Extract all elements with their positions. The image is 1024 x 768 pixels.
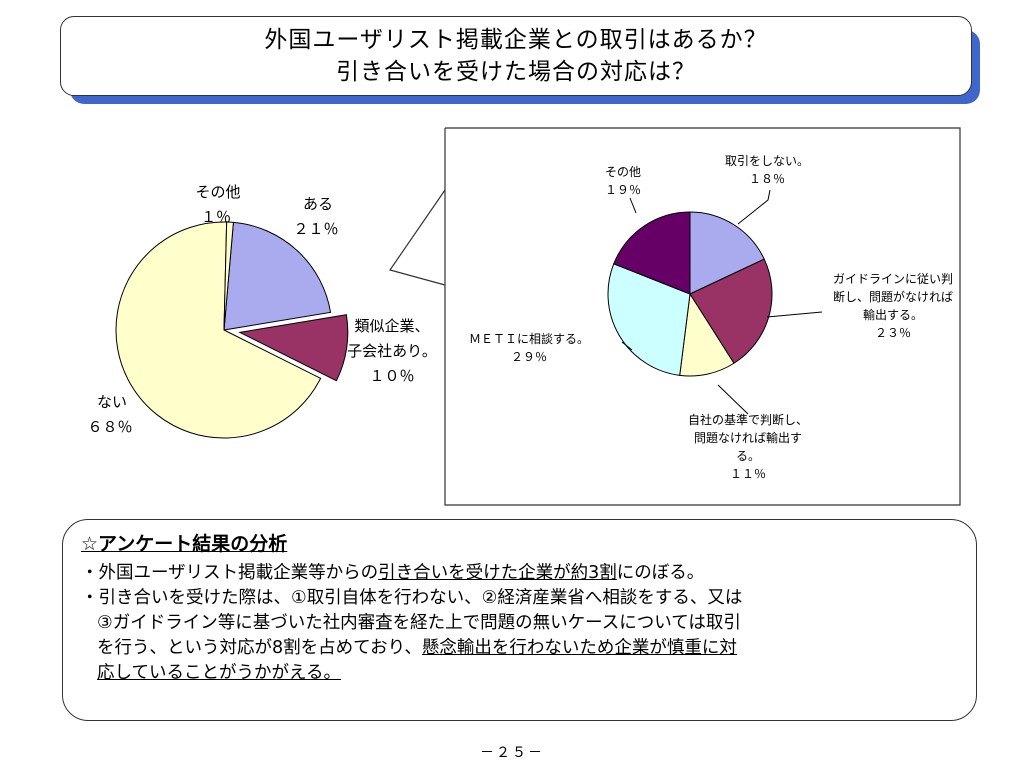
main-pie-label-yes: ある: [303, 195, 333, 213]
main-pie-label-other: その他: [195, 183, 240, 201]
slide-title-box: 外国ユーザリスト掲載企業との取引はあるか？ 引き合いを受けた場合の対応は？: [60, 16, 972, 96]
leader-line-refuse: [737, 189, 771, 225]
detail-pie-pct-other: １９％: [605, 183, 641, 197]
slide-title-line-2: 引き合いを受けた場合の対応は？: [336, 59, 696, 85]
analysis-bullet-2-line-2: ③ガイドライン等に基づいた社内審査を経た上で問題の無いケースについては取引: [97, 613, 741, 633]
analysis-box: ☆アンケート結果の分析 ・外国ユーザリスト掲載企業等からの引き合いを受けた企業が…: [62, 519, 977, 721]
analysis-bullet-1: ・外国ユーザリスト掲載企業等からの引き合いを受けた企業が約3割にのぼる。: [81, 561, 960, 586]
leader-line-guideline: [766, 311, 823, 318]
analysis-bullet-2-line-3-text: を行う、という対応が8割を占めており、: [97, 638, 422, 658]
detail-pie-label-other: その他: [605, 165, 641, 179]
main-pie-pct-no: ６８％: [87, 418, 132, 436]
detail-pie-label-guideline-3: 輸出する。: [863, 307, 923, 322]
detail-chart-frame: [444, 127, 961, 506]
detail-pie-pct-meti: ２９％: [511, 350, 547, 364]
main-pie-slice-3: [223, 221, 234, 331]
detail-pie-label-meti: ＭＥＴＩに相談する。: [469, 331, 589, 346]
analysis-bullet-2-line-3-highlight: 懸念輸出を行わないため企業が慎重に対: [421, 638, 737, 658]
analysis-bullet-1-highlight: 引き合いを受けた企業が約3割: [378, 563, 617, 583]
detail-pie-slice-0: [689, 211, 765, 295]
analysis-bullet-2-line-3: を行う、という対応が8割を占めており、懸念輸出を行わないため企業が慎重に対: [81, 636, 960, 661]
charts-canvas: その他 １％ ある ２１％ 類似企業、 子会社あり。 １０％ ない ６８％ 取引…: [87, 127, 961, 506]
main-pie-slice-0: [223, 221, 332, 331]
detail-pie-label-guideline-1: ガイドラインに従い判: [833, 272, 953, 286]
main-pie-slice-1: [238, 314, 349, 382]
detail-pie-label-own-3: る。: [736, 449, 760, 463]
analysis-bullet-1-end: にのぼる。: [616, 563, 705, 583]
analysis-bullet-1-text: ・外国ユーザリスト掲載企業等からの: [81, 563, 379, 583]
detail-pie-label-own-2: 問題なければ輸出す: [694, 430, 802, 445]
main-pie-label-similar-1: 類似企業、: [354, 317, 429, 335]
leader-line-other: [629, 197, 637, 214]
detail-pie-slice-4: [613, 211, 691, 295]
analysis-bullet-2-line-4: 応していることがうかがえる。: [81, 661, 960, 686]
slide-title-line-1: 外国ユーザリスト掲載企業との取引はあるか？: [264, 27, 768, 53]
main-pie-slice-2: [115, 221, 322, 439]
detail-pie-pct-refuse: １８％: [749, 172, 785, 186]
main-pie-pct-other: １％: [201, 208, 231, 226]
detail-pie-label-guideline-2: 断し、問題がなければ: [833, 289, 953, 304]
main-pie-chart: [115, 221, 349, 439]
analysis-bullet-2-line-4-highlight: 応していることがうかがえる。: [97, 663, 341, 683]
main-pie-label-similar-2: 子会社あり。: [347, 342, 437, 360]
main-pie-pct-yes: ２１％: [293, 220, 338, 238]
main-pie-label-no: ない: [97, 393, 127, 411]
main-pie-pct-similar: １０％: [369, 367, 414, 385]
detail-pie-pct-own: １１％: [730, 467, 766, 481]
detail-pie-chart: [607, 211, 773, 377]
detail-pie-label-own-1: 自社の基準で判断し、: [688, 412, 808, 427]
detail-pie-pct-guideline: ２３％: [875, 326, 911, 340]
detail-pie-label-refuse: 取引をしない。: [725, 154, 809, 168]
leader-line-meti: [621, 341, 633, 351]
leader-line-own: [717, 384, 749, 415]
analysis-bullet-2-line-1: ・引き合いを受けた際は、①取引自体を行わない、②経済産業省へ相談をする、又は: [81, 588, 743, 608]
callout-pointer: [389, 189, 446, 286]
analysis-heading: ☆アンケート結果の分析: [81, 533, 288, 555]
page-number: －２５－: [480, 745, 544, 761]
